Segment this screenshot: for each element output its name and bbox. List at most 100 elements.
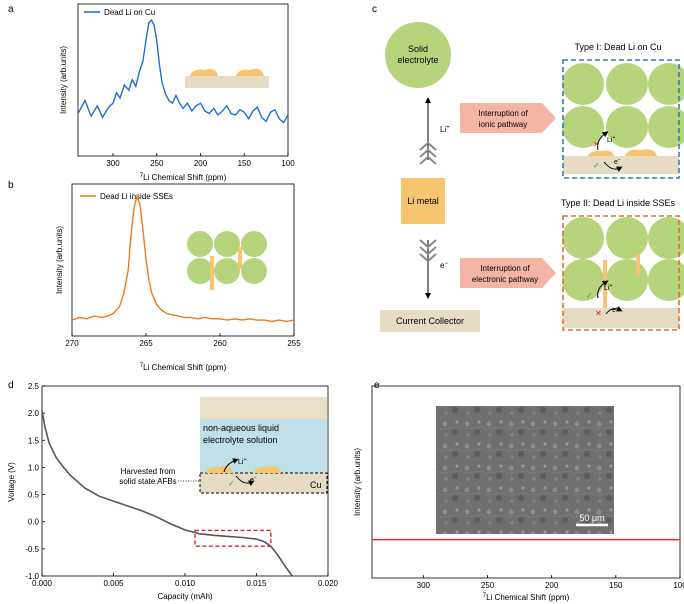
panel-d: d -1.0-0.50.00.51.01.52.02.5 0.000 0.005 0…: [7, 380, 339, 601]
panel-d-ylabel: Voltage (V): [7, 462, 16, 502]
panel-d-highlight-box: [194, 529, 272, 547]
panel-d-inset-liquid: [200, 419, 327, 473]
panel-d-inset-label-1: non-aqueous liquid: [203, 423, 279, 433]
panel-b-series-line: [71, 193, 295, 323]
panel-a-series-line: [77, 18, 289, 124]
panel-a-xlabel-text: Li Chemical Shift (ppm): [143, 173, 226, 182]
panel-d-xticks: 0.000 0.005 0.010 0.015 0.020: [32, 573, 339, 588]
e-minus-c-sup: −: [444, 261, 448, 267]
panel-d-e-arrow: [235, 475, 255, 487]
panel-e-xtick-label-2: 200: [545, 581, 559, 590]
li-plus-label-c: Li+: [440, 125, 450, 134]
svg-text:Li+: Li+: [604, 283, 612, 292]
li-metal-label: Li metal: [407, 196, 439, 206]
panel-c-letter: c: [372, 4, 377, 15]
panel-b-xlabel-text: Li Chemical Shift (ppm): [143, 363, 226, 372]
e-minus-label-c: e−: [440, 261, 448, 270]
panel-b-xlabel-sup: 7: [140, 363, 144, 369]
type1-title: Type I: Dead Li on Cu: [574, 42, 661, 52]
type1-box: [562, 59, 680, 179]
panel-c: c Solid electrolyte Li+ Li metal e− Curr…: [372, 4, 684, 332]
panel-b-xticks: 270 265 260 255: [65, 333, 301, 348]
panel-d-cu-label: Cu: [310, 480, 322, 490]
electronic-interruption-label-2: electronic pathway: [472, 275, 538, 284]
panel-d-li-sup: +: [243, 457, 246, 463]
svg-text:✕: ✕: [593, 140, 600, 149]
solid-electrolyte-label-2: electrolyte: [397, 55, 438, 65]
panel-d-xtick-label-4: 0.020: [318, 579, 339, 588]
panel-d-inset-top: [200, 397, 327, 419]
panel-d-ytick-label-0: -1.0: [25, 572, 39, 581]
svg-text:e−: e−: [612, 305, 619, 314]
panel-b-xlabel: 7Li Chemical Shift (ppm): [140, 363, 227, 372]
panel-a-inset-substrate: [185, 76, 269, 88]
solid-electrolyte-label-1: Solid: [408, 44, 428, 54]
panel-e-xtick-label-0: 300: [417, 581, 431, 590]
panel-a-xtick-label-2: 200: [194, 159, 208, 168]
panel-b-xtick-label-0: 270: [65, 339, 79, 348]
ionic-interruption-arrow: [460, 103, 556, 133]
svg-text:✓: ✓: [586, 291, 593, 300]
panel-b-axes: [71, 183, 295, 337]
panel-b-letter: b: [8, 180, 14, 191]
panel-a-axes: [77, 3, 289, 157]
panel-d-harvested-label-1: Harvested from: [121, 467, 176, 476]
panel-a-xtick-label-4: 100: [281, 159, 295, 168]
panel-d-xlabel: Capacity (mAh): [157, 592, 212, 601]
panel-d-ytick-label-1: -0.5: [25, 545, 39, 554]
panel-d-inset-deadli-2: [254, 465, 281, 473]
panel-d-li-base: Li: [238, 459, 244, 466]
panel-e-xtick-label-1: 250: [481, 581, 495, 590]
panel-d-e-label: e−: [250, 475, 257, 484]
panel-e-letter: e: [374, 380, 380, 391]
current-collector-label: Current Collector: [396, 316, 464, 326]
li-ion-chevrons: [419, 141, 437, 165]
panel-d-ytick-label-3: 0.5: [28, 491, 40, 500]
panel-e-ylabel: Intensity (arb.units): [353, 448, 362, 516]
panel-a-xtick-label-3: 150: [238, 159, 252, 168]
panel-d-ytick-label-6: 2.0: [28, 409, 40, 418]
panel-a-xlabel-sup: 7: [140, 173, 144, 179]
panel-e-xtick-label-4: 100: [673, 581, 684, 590]
panel-d-xtick-label-1: 0.005: [103, 579, 124, 588]
panel-e-sem-image: [436, 406, 614, 534]
panel-d-ytick-label-2: 0.0: [28, 518, 40, 527]
current-collector-block: [380, 310, 480, 332]
li-plus-c-base: Li: [440, 125, 446, 134]
e-minus-c-base: e: [440, 261, 445, 270]
panel-d-xtick-label-0: 0.000: [32, 579, 53, 588]
panel-d-ytick-label-4: 1.0: [28, 463, 40, 472]
svg-text:✕: ✕: [595, 309, 602, 318]
panel-a-legend: Dead Li on Cu: [104, 8, 155, 17]
panel-e-xtick-label-3: 150: [609, 581, 623, 590]
type2-title: Type II: Dead Li inside SSEs: [561, 198, 676, 208]
ionic-interruption-label-1: Interruption of: [478, 109, 528, 118]
ionic-interruption-label-2: ionic pathway: [479, 120, 527, 129]
panel-b-inset-spheres: [187, 231, 267, 290]
panel-d-li-label: Li+: [238, 457, 246, 466]
svg-text:✓: ✓: [593, 161, 600, 170]
panel-a-xtick-label-0: 300: [106, 159, 120, 168]
panel-b-xtick-label-2: 260: [213, 339, 227, 348]
panel-b-xtick-label-3: 255: [287, 339, 301, 348]
panel-a-xlabel: 7Li Chemical Shift (ppm): [140, 173, 227, 182]
svg-text:Li+: Li+: [607, 135, 615, 144]
panel-a-inset-deadli-1: [190, 68, 218, 76]
panel-d-e-base: e: [250, 477, 254, 484]
panel-a-xticks: 300 250 200 150 100: [106, 153, 295, 168]
panel-a: a Dead Li on Cu Intensity (arb.units) 30…: [8, 3, 295, 182]
type1-schematic: ✕ Li+ ✓ e−: [562, 63, 684, 174]
electron-chevrons: [419, 239, 437, 263]
panel-e-xlabel: 7Li Chemical Shift (ppm): [483, 593, 570, 602]
panel-e: e Intensity (arb.units) 300250200150100 …: [353, 380, 684, 602]
panel-b: b Dead Li inside SSEs Intensity (arb.uni…: [8, 180, 301, 372]
panel-e-xticks: 300 250 200 150 100: [417, 575, 684, 590]
panel-a-letter: a: [8, 4, 14, 15]
solid-electrolyte-sphere: [385, 22, 451, 88]
panel-a-xtick-label-1: 250: [150, 159, 164, 168]
panel-a-inset-deadli-2: [236, 68, 264, 76]
panel-e-scalebar-label: 50 μm: [579, 513, 604, 523]
electronic-interruption-label-1: Interruption of: [480, 264, 530, 273]
panel-d-xtick-label-2: 0.010: [175, 579, 196, 588]
